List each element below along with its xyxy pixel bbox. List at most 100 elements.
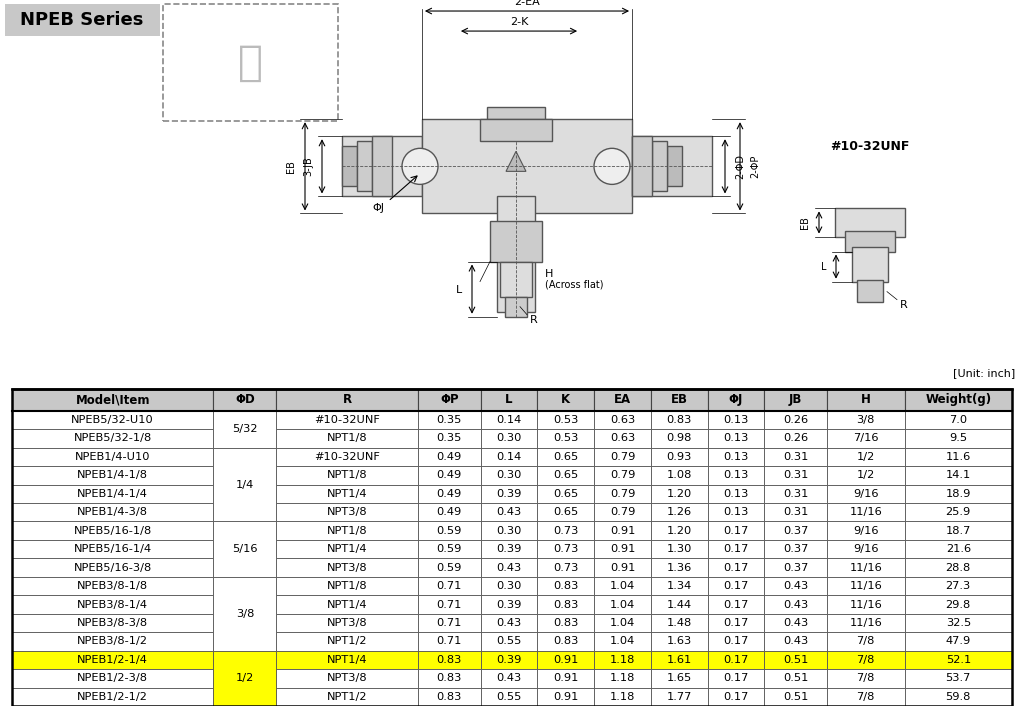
Text: 11/16: 11/16 xyxy=(849,508,882,517)
Bar xyxy=(594,429,651,448)
Bar xyxy=(845,232,895,251)
Bar xyxy=(213,389,276,411)
Text: 0.93: 0.93 xyxy=(667,452,692,462)
Bar xyxy=(667,146,682,186)
Text: 0.83: 0.83 xyxy=(553,581,579,591)
Text: 1.34: 1.34 xyxy=(667,581,692,591)
Text: 0.51: 0.51 xyxy=(783,692,808,702)
Text: JB: JB xyxy=(788,393,802,406)
Bar xyxy=(276,595,418,614)
Text: 1.61: 1.61 xyxy=(667,655,692,665)
Polygon shape xyxy=(506,151,526,172)
Text: 0.35: 0.35 xyxy=(436,433,462,443)
Text: #10-32UNF: #10-32UNF xyxy=(830,140,909,152)
Bar xyxy=(422,119,632,213)
Text: [Unit: inch]: [Unit: inch] xyxy=(952,368,1015,378)
Bar xyxy=(480,389,538,411)
Text: NPT1/4: NPT1/4 xyxy=(327,544,368,554)
Text: #10-32UNF: #10-32UNF xyxy=(314,415,380,425)
Bar xyxy=(708,466,764,484)
Text: 0.13: 0.13 xyxy=(723,415,749,425)
Text: 11/16: 11/16 xyxy=(849,599,882,609)
Bar xyxy=(12,522,213,540)
Bar xyxy=(276,411,418,429)
Text: 0.49: 0.49 xyxy=(436,452,462,462)
Bar xyxy=(490,222,542,261)
Bar xyxy=(764,577,827,595)
Bar xyxy=(708,522,764,540)
Bar xyxy=(480,577,538,595)
Bar xyxy=(651,503,708,522)
Bar xyxy=(852,246,888,282)
Bar xyxy=(276,466,418,484)
Text: 0.83: 0.83 xyxy=(553,618,579,628)
Bar xyxy=(538,484,594,503)
Bar xyxy=(764,503,827,522)
Bar xyxy=(827,632,904,651)
Text: 0.79: 0.79 xyxy=(609,470,635,480)
Text: 5/16: 5/16 xyxy=(232,544,258,554)
Text: 0.79: 0.79 xyxy=(609,452,635,462)
Circle shape xyxy=(402,148,438,184)
Bar xyxy=(480,669,538,688)
Bar xyxy=(827,484,904,503)
Bar xyxy=(904,466,1012,484)
Bar xyxy=(538,577,594,595)
Bar xyxy=(827,669,904,688)
Text: 0.31: 0.31 xyxy=(783,452,808,462)
Text: NPEB3/8-1/8: NPEB3/8-1/8 xyxy=(77,581,148,591)
Text: NPEB3/8-1/2: NPEB3/8-1/2 xyxy=(77,636,148,647)
Bar xyxy=(276,688,418,706)
Bar xyxy=(904,688,1012,706)
Text: 1.04: 1.04 xyxy=(610,618,635,628)
Text: 11/16: 11/16 xyxy=(849,563,882,573)
Text: L: L xyxy=(505,393,513,406)
Bar xyxy=(594,540,651,558)
Text: 0.17: 0.17 xyxy=(723,544,749,554)
Bar xyxy=(904,651,1012,669)
Text: 1.20: 1.20 xyxy=(667,526,692,536)
Bar xyxy=(213,522,276,577)
Bar xyxy=(480,558,538,577)
Bar xyxy=(708,632,764,651)
Text: 0.31: 0.31 xyxy=(783,489,808,499)
Text: 7/16: 7/16 xyxy=(853,433,879,443)
Text: 9/16: 9/16 xyxy=(853,526,879,536)
Text: 3/8: 3/8 xyxy=(236,609,254,618)
Bar xyxy=(708,651,764,669)
Bar xyxy=(764,429,827,448)
Text: 27.3: 27.3 xyxy=(945,581,971,591)
Text: 1.63: 1.63 xyxy=(667,636,692,647)
Text: NPT1/8: NPT1/8 xyxy=(327,433,368,443)
Bar xyxy=(651,651,708,669)
Text: 0.63: 0.63 xyxy=(610,415,635,425)
Text: 0.83: 0.83 xyxy=(553,599,579,609)
Bar xyxy=(342,146,357,186)
Bar xyxy=(418,466,480,484)
Bar xyxy=(764,614,827,632)
Bar xyxy=(12,503,213,522)
Text: 📷: 📷 xyxy=(238,42,262,84)
Bar xyxy=(372,136,392,196)
Text: EB: EB xyxy=(800,216,810,229)
Text: ΦD: ΦD xyxy=(234,393,255,406)
Bar xyxy=(276,540,418,558)
Bar xyxy=(594,688,651,706)
Bar xyxy=(538,614,594,632)
Text: 11/16: 11/16 xyxy=(849,618,882,628)
Bar xyxy=(480,632,538,651)
Text: (Across flat): (Across flat) xyxy=(545,280,603,289)
Bar xyxy=(480,503,538,522)
Bar xyxy=(651,540,708,558)
Text: NPT1/4: NPT1/4 xyxy=(327,489,368,499)
Text: 0.43: 0.43 xyxy=(497,674,521,683)
Bar xyxy=(594,669,651,688)
Text: NPEB5/16-1/8: NPEB5/16-1/8 xyxy=(74,526,152,536)
Bar xyxy=(708,614,764,632)
Bar xyxy=(480,411,538,429)
Bar xyxy=(594,411,651,429)
Text: 0.43: 0.43 xyxy=(497,618,521,628)
Bar xyxy=(708,389,764,411)
Bar xyxy=(651,669,708,688)
Bar xyxy=(651,522,708,540)
